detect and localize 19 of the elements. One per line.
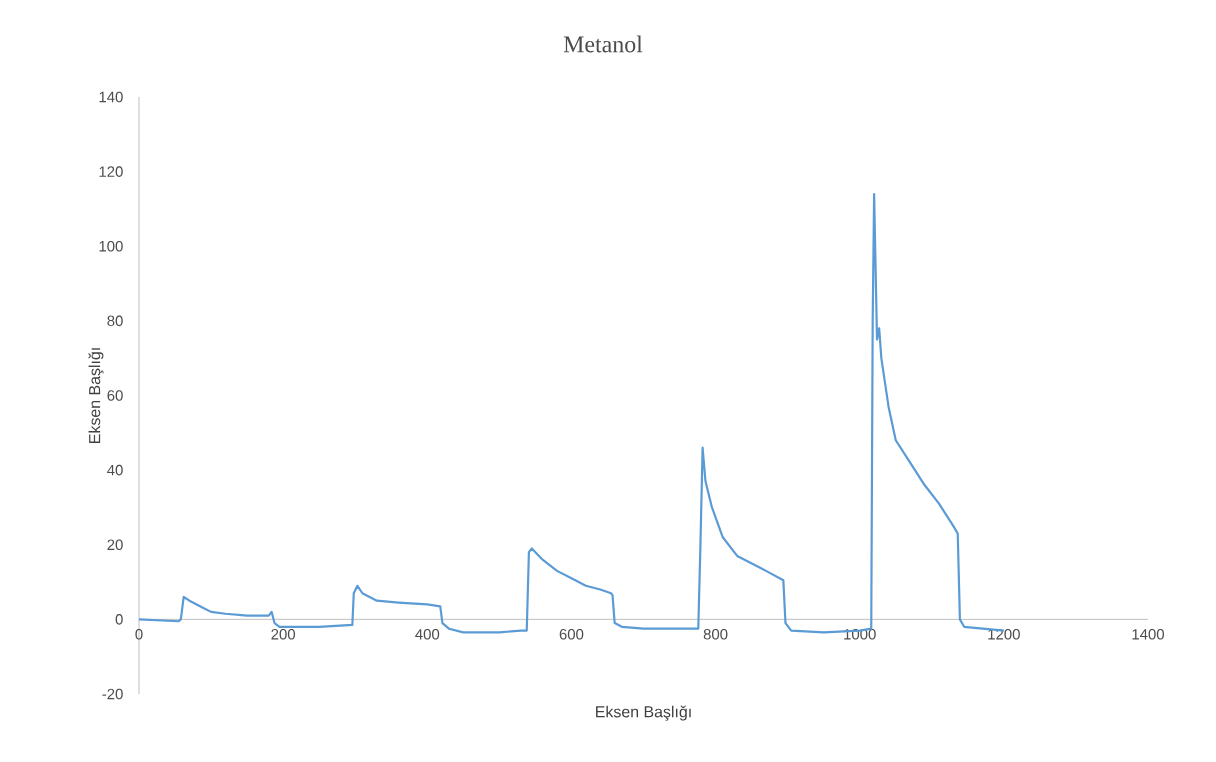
x-tick-label: 1200 xyxy=(988,629,1020,640)
chart-title: Metanol xyxy=(563,35,643,53)
y-tick-label: 20 xyxy=(107,539,123,551)
y-tick-label: -20 xyxy=(102,688,123,700)
y-tick-label: 120 xyxy=(99,166,123,177)
x-tick-label: 600 xyxy=(559,629,584,640)
y-tick-label: 0 xyxy=(115,614,123,625)
y-tick-label: 140 xyxy=(99,91,123,103)
y-tick-label: 40 xyxy=(107,464,123,476)
y-tick-label: 60 xyxy=(107,390,123,401)
x-tick-label: 0 xyxy=(135,629,143,640)
x-tick-label: 1400 xyxy=(1132,629,1165,640)
x-tick-label: 800 xyxy=(703,629,728,640)
x-tick-label: 200 xyxy=(271,629,296,640)
y-tick-label: 80 xyxy=(107,315,123,327)
y-axis-title: Eksen Başlığı xyxy=(88,348,104,443)
x-tick-label: 400 xyxy=(415,629,440,640)
y-tick-label: 100 xyxy=(99,240,123,252)
x-axis-title: Eksen Başlığı xyxy=(596,705,691,721)
